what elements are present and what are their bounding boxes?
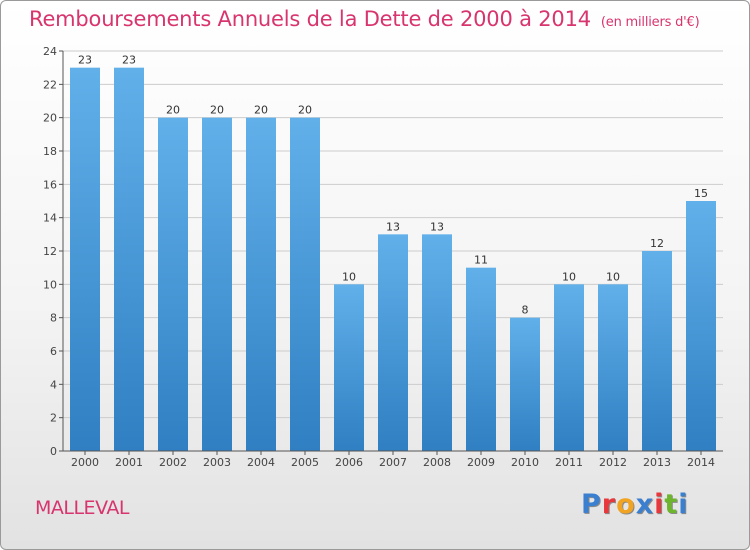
y-tick-label: 12 [43,245,57,258]
x-tick-label: 2003 [203,456,231,469]
bar-value-label: 15 [694,187,708,200]
x-tick-label: 2001 [115,456,143,469]
logo-letter: r [601,489,617,520]
x-tick-label: 2002 [159,456,187,469]
chart-title-text: Remboursements Annuels de la Dette de 20… [29,7,591,31]
x-tick-label: 2006 [335,456,363,469]
x-tick-label: 2009 [467,456,495,469]
y-tick-label: 24 [43,45,57,58]
x-tick-label: 2005 [291,456,319,469]
x-tick-label: 2007 [379,456,407,469]
y-tick-label: 8 [50,312,57,325]
y-tick-label: 2 [50,412,57,425]
y-tick-label: 10 [43,278,57,291]
proxiti-logo: Proxiti [581,489,689,520]
commune-name: MALLEVAL [35,497,129,519]
x-tick-label: 2013 [643,456,671,469]
bar [334,284,364,451]
bar-value-label: 11 [474,254,488,267]
x-tick-label: 2011 [555,456,583,469]
x-tick-label: 2000 [71,456,99,469]
bar [510,317,540,451]
bar-value-label: 12 [650,237,664,250]
y-tick-label: 16 [43,178,57,191]
bar [158,117,188,452]
y-tick-label: 18 [43,145,57,158]
y-tick-label: 20 [43,112,57,125]
bar-value-label: 10 [606,270,620,283]
bar-value-label: 20 [166,104,180,117]
bar-value-label: 10 [342,270,356,283]
x-tick-label: 2010 [511,456,539,469]
y-tick-label: 6 [50,345,57,358]
bar [598,284,628,451]
bar [422,234,452,451]
chart-unit: (en milliers d'€) [600,15,700,30]
bar [114,67,144,452]
bar-value-label: 20 [254,104,268,117]
bar-value-label: 13 [430,220,444,233]
x-tick-label: 2014 [687,456,715,469]
bar [466,267,496,451]
y-tick-label: 4 [50,378,57,391]
bar [70,67,100,452]
bar-value-label: 10 [562,270,576,283]
bar-value-label: 8 [522,304,529,317]
logo-letter: P [581,489,602,520]
logo-letter: i [654,489,665,520]
logo-letter: t [664,489,679,520]
bar-value-label: 23 [122,54,136,67]
x-tick-label: 2004 [247,456,275,469]
bars [70,67,716,452]
bar [246,117,276,452]
logo-letter: x [635,489,655,520]
y-tick-label: 22 [43,78,57,91]
bar [378,234,408,451]
x-tick-label: 2012 [599,456,627,469]
bar-value-label: 13 [386,220,400,233]
y-tick-label: 0 [50,445,57,458]
y-tick-label: 14 [43,212,57,225]
labels: 23 23 20 20 20 20 10 13 13 11 8 10 10 12 15 [78,54,708,317]
bar-value-label: 23 [78,54,92,67]
bar [202,117,232,452]
x-tick-label: 2008 [423,456,451,469]
chart-title: Remboursements Annuels de la Dette de 20… [29,7,700,31]
bar-value-label: 20 [210,104,224,117]
bar [554,284,584,451]
logo-letter: o [616,489,636,520]
logo-letter: i [678,489,689,520]
bar [686,201,716,451]
bar [290,117,320,452]
bar-value-label: 20 [298,104,312,117]
bar [642,251,672,451]
